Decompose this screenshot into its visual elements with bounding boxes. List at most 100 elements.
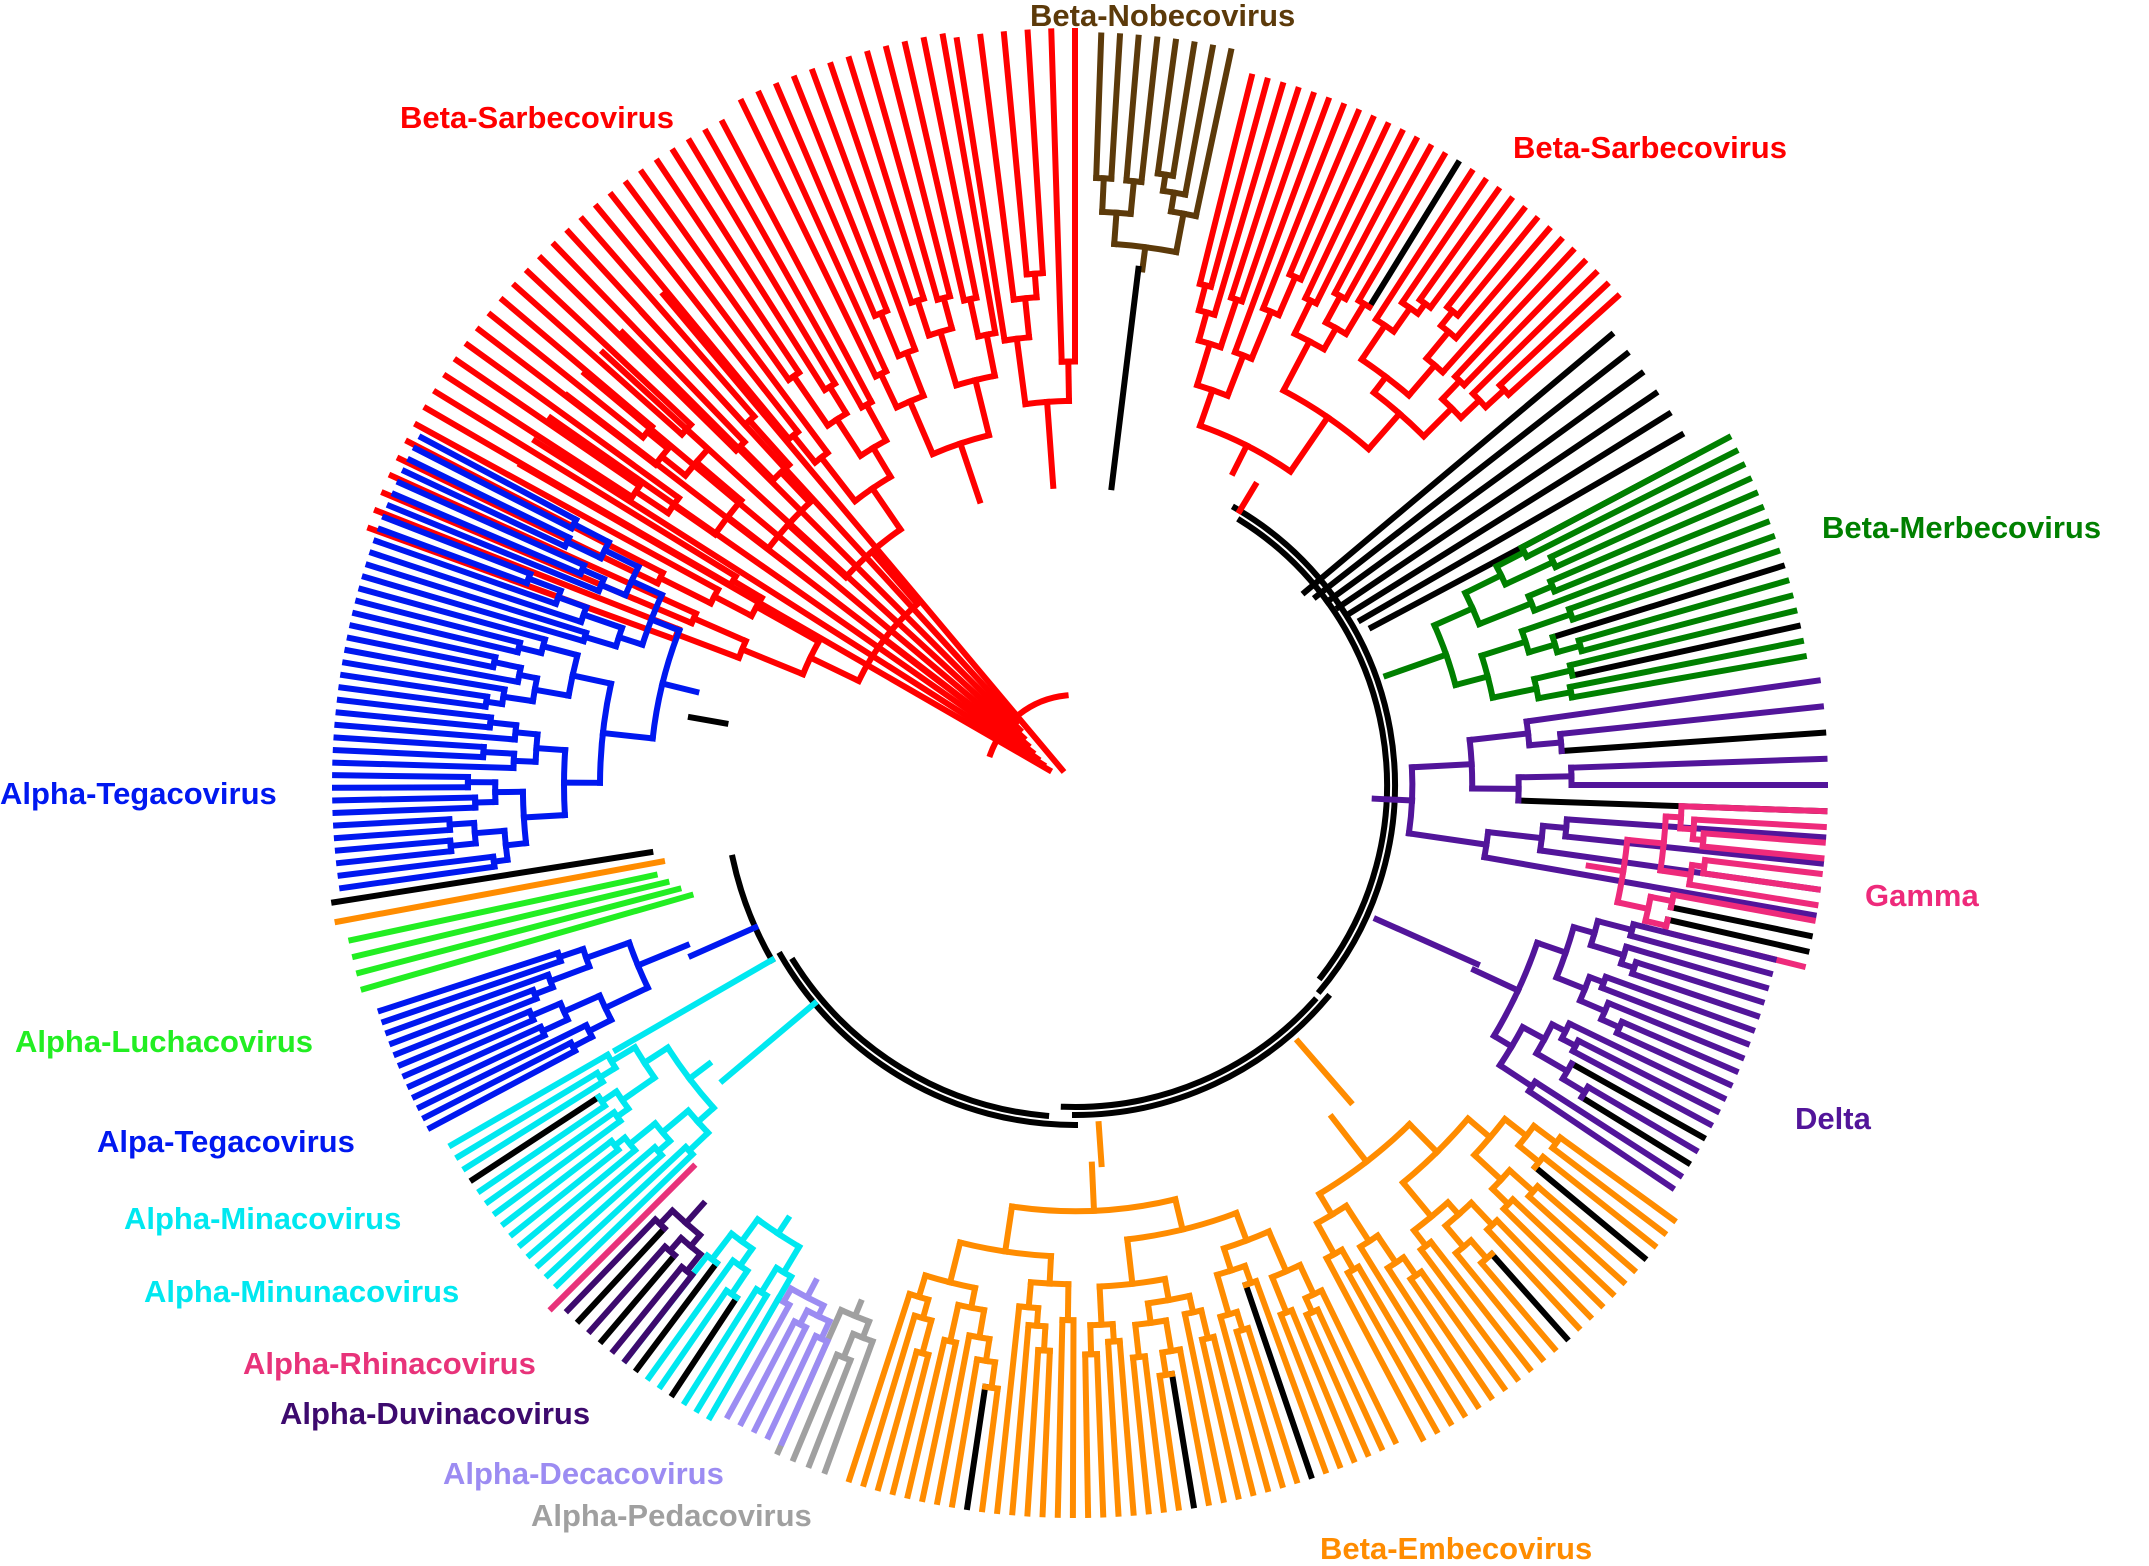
tree-branch-537 xyxy=(1135,1325,1139,1357)
tree-branch-234 xyxy=(1456,229,1549,338)
tree-branch-310 xyxy=(1493,689,1537,698)
tree-branch-282 xyxy=(1529,586,1553,596)
tree-branch-787 xyxy=(514,761,536,762)
tree-branch-597 xyxy=(919,1276,926,1297)
tree-branch-384 xyxy=(1591,945,1624,955)
tree-branch-365 xyxy=(1651,897,1673,901)
tree-branch-547 xyxy=(1085,1354,1088,1515)
tree-branch-245 xyxy=(1442,381,1459,399)
tree-branch-557 xyxy=(1058,1320,1063,1515)
tree-branch-145 xyxy=(1025,298,1029,337)
tree-branch-686 xyxy=(663,1111,689,1133)
tree-branch-630 xyxy=(807,1281,815,1297)
tree-branch-23 xyxy=(714,596,751,616)
tree-branch-386 xyxy=(1574,927,1595,933)
tree-branch-453 xyxy=(1492,1254,1567,1338)
clade-label-alpha-decacovirus: Alpha-Decacovirus xyxy=(443,1458,724,1489)
tree-branch-644 xyxy=(740,1249,752,1266)
tree-branch-551 xyxy=(1100,1287,1102,1325)
tree-branch-657 xyxy=(602,1255,675,1341)
tree-branch-151 xyxy=(1068,362,1069,401)
tree-branch-476 xyxy=(1378,1236,1396,1263)
tree-branch-197 xyxy=(1279,277,1296,315)
tree-branch-730 xyxy=(605,988,648,1008)
tree-branch-821 xyxy=(543,646,577,655)
tree-branch-258 xyxy=(1291,417,1328,471)
tree-branch-423 xyxy=(1494,1036,1512,1047)
tree-branch-531 xyxy=(1162,1353,1166,1375)
tree-branch-436 xyxy=(1505,1119,1527,1136)
tree-branch-814 xyxy=(535,690,569,696)
tree-branch-737 xyxy=(550,967,589,982)
tree-branch-502 xyxy=(1272,1277,1286,1312)
tree-branch-609 xyxy=(844,1334,854,1358)
tree-branch-314 xyxy=(1386,655,1446,676)
tree-branch-175 xyxy=(1176,214,1183,253)
tree-branch-760 xyxy=(451,843,476,846)
tree-branch-296 xyxy=(1557,646,1580,652)
tree-branch-114 xyxy=(907,353,924,396)
tree-branch-818 xyxy=(519,648,541,654)
tree-branch-148 xyxy=(1051,31,1061,361)
tree-branch-637 xyxy=(784,1247,799,1273)
tree-branch-337 xyxy=(1488,832,1542,838)
tree-branch-97 xyxy=(551,418,1038,759)
tree-branch-794 xyxy=(516,732,538,734)
tree-branch-698 xyxy=(622,1078,654,1100)
tree-branch-556 xyxy=(1073,1320,1074,1515)
tree-branch-783 xyxy=(337,738,484,747)
tree-branch-191 xyxy=(1197,344,1210,385)
tree-branch-215 xyxy=(1346,304,1364,334)
tree-branch-31 xyxy=(810,658,858,681)
tree-branch-614 xyxy=(855,1302,861,1316)
tree-branch-864 xyxy=(662,684,696,692)
tree-branch-434 xyxy=(1519,1146,1539,1163)
tree-branch-559 xyxy=(1068,1284,1069,1320)
tree-branch-300 xyxy=(1482,642,1526,656)
tree-branch-761 xyxy=(337,830,450,838)
tree-branch-837 xyxy=(558,597,586,607)
tree-branch-585 xyxy=(950,1305,958,1341)
tree-branch-745 xyxy=(638,945,687,965)
tree-branch-291 xyxy=(1522,614,1571,631)
tree-branch-343 xyxy=(1682,806,1825,811)
tree-branch-399 xyxy=(1557,978,1586,989)
tree-branch-673 xyxy=(689,1133,708,1151)
tree-branch-746 xyxy=(691,927,755,955)
tree-branch-781 xyxy=(335,763,513,768)
tree-branch-587 xyxy=(971,1288,975,1308)
clade-label-beta-embecovirus: Beta-Embecovirus xyxy=(1320,1533,1592,1564)
tree-branch-446 xyxy=(1474,1155,1501,1180)
tree-branch-456 xyxy=(1471,1241,1487,1259)
tree-branch-153 xyxy=(1047,402,1053,486)
tree-branch-780 xyxy=(524,815,565,817)
tree-branch-569 xyxy=(1029,1282,1031,1307)
tree-branch-488 xyxy=(1319,1194,1332,1215)
tree-branch-159 xyxy=(1102,178,1104,212)
tree-branch-452 xyxy=(1471,1203,1492,1225)
tree-branch-490 xyxy=(1332,1117,1367,1162)
tree-branch-473 xyxy=(1404,1258,1417,1276)
clade-label-alpha-tegacovirus: Alpha-Tegacovirus xyxy=(0,778,277,809)
tree-branch-312 xyxy=(1456,677,1488,686)
tree-branch-1 xyxy=(1075,997,1328,1115)
tree-branch-86 xyxy=(867,405,887,441)
tree-branch-707 xyxy=(644,1048,667,1063)
clade-label-alpha-pedacovirus: Alpha-Pedacovirus xyxy=(531,1500,812,1531)
tree-branch-14 xyxy=(694,618,746,641)
tree-branch-762 xyxy=(336,819,449,825)
tree-branch-684 xyxy=(630,1124,655,1145)
tree-branch-111 xyxy=(881,313,899,356)
tree-branch-263 xyxy=(1316,354,1627,597)
tree-branch-459 xyxy=(1446,1226,1464,1247)
clade-label-alpha-minacovirus: Alpha-Minacovirus xyxy=(124,1203,401,1234)
tree-branch-322 xyxy=(1571,759,1824,768)
tree-branch-137 xyxy=(960,444,979,501)
tree-branch-441 xyxy=(1513,1200,1613,1294)
tree-branch-768 xyxy=(506,843,526,845)
tree-branch-319 xyxy=(1529,743,1561,746)
tree-branch-604 xyxy=(1099,1124,1102,1164)
tree-branch-99 xyxy=(585,374,1028,745)
tree-branch-575 xyxy=(992,1362,996,1388)
